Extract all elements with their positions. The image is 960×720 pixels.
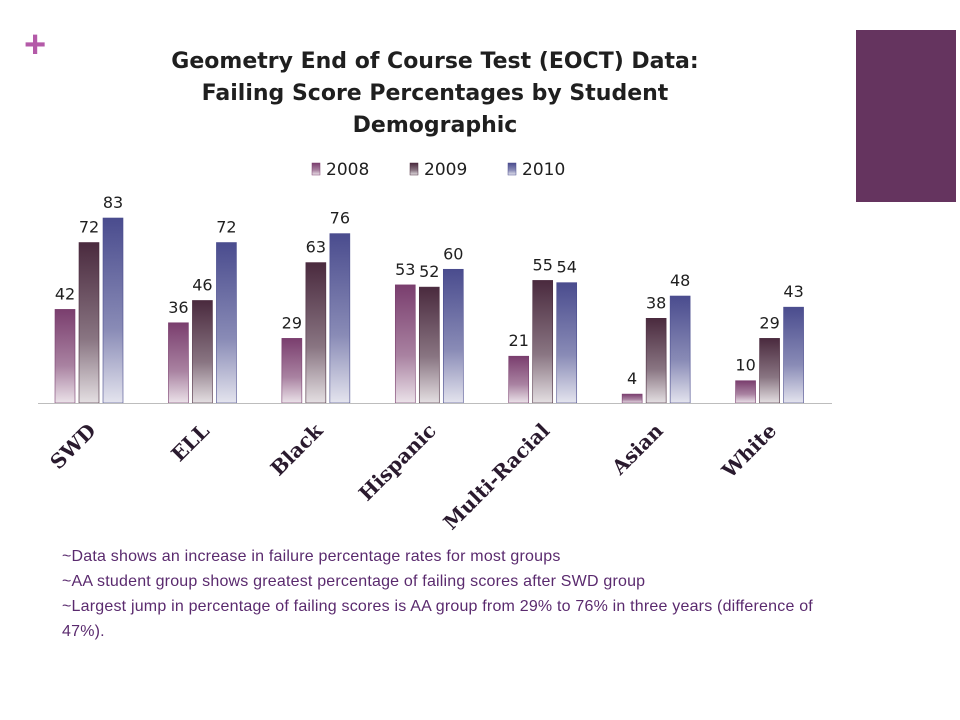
data-label-multi-racial-2008: 21 [509, 331, 529, 350]
data-label-ell-2009: 46 [192, 275, 212, 294]
chart-title-line-1: Geometry End of Course Test (EOCT) Data: [171, 49, 699, 74]
accent-bar [856, 30, 956, 202]
bar-hispanic-2009 [418, 286, 440, 404]
bar-asian-2010 [669, 295, 691, 404]
legend-label-2010: 2010 [522, 160, 565, 180]
x-tick-black: Black [266, 418, 329, 481]
bar-asian-2008 [621, 393, 643, 404]
chart-title-line-3: Demographic [352, 113, 518, 138]
data-label-black-2010: 76 [330, 209, 350, 228]
bar-multi-racial-2010 [556, 282, 578, 404]
legend: 2008 2009 2010 [311, 160, 565, 180]
chart-title: Geometry End of Course Test (EOCT) Data:… [120, 46, 750, 142]
data-label-ell-2008: 36 [168, 298, 188, 317]
chart-title-line-2: Failing Score Percentages by Student [201, 81, 669, 106]
data-label-white-2009: 29 [759, 313, 779, 332]
x-tick-white: White [716, 419, 781, 484]
x-tick-multi-racial: Multi-Racial [438, 418, 554, 534]
bar-white-2009 [759, 338, 780, 404]
x-tick-hispanic: Hispanic [354, 419, 441, 506]
bar-multi-racial-2008 [508, 355, 530, 404]
data-label-multi-racial-2009: 55 [533, 255, 553, 274]
x-tick-asian: Asian [606, 418, 668, 480]
data-label-black-2009: 63 [306, 238, 326, 257]
bar-asian-2009 [645, 318, 667, 404]
bar-white-2008 [735, 380, 756, 404]
data-label-hispanic-2008: 53 [395, 260, 415, 279]
bar-hispanic-2010 [442, 268, 464, 404]
legend-label-2009: 2009 [424, 160, 467, 180]
x-tick-swd: SWD [45, 419, 100, 474]
bar-swd-2010 [102, 217, 124, 404]
bar-hispanic-2008 [394, 284, 416, 404]
data-label-swd-2009: 72 [79, 218, 99, 237]
note-1: ~Data shows an increase in failure perce… [62, 548, 561, 565]
x-tick-ell: ELL [166, 419, 214, 467]
data-label-black-2008: 29 [282, 313, 302, 332]
data-label-hispanic-2010: 60 [443, 244, 463, 263]
bar-black-2008 [281, 338, 303, 404]
legend-swatch-2010 [507, 162, 517, 176]
bar-swd-2009 [78, 242, 100, 404]
data-label-ell-2010: 72 [216, 218, 236, 237]
data-label-swd-2008: 42 [55, 284, 75, 303]
data-label-swd-2010: 83 [103, 193, 123, 212]
data-label-white-2010: 43 [783, 282, 803, 301]
note-3: ~Largest jump in percentage of failing s… [62, 598, 813, 640]
bar-ell-2009 [192, 300, 213, 404]
bar-swd-2008 [54, 309, 76, 404]
note-2: ~AA student group shows greatest percent… [62, 573, 646, 590]
legend-swatch-2008 [311, 162, 321, 176]
data-label-white-2008: 10 [735, 356, 755, 375]
bar-white-2010 [783, 306, 804, 404]
bar-ell-2008 [168, 322, 189, 404]
data-label-asian-2008: 4 [627, 369, 637, 388]
bar-black-2009 [305, 262, 327, 404]
bar-ell-2010 [216, 242, 237, 404]
data-label-asian-2010: 48 [670, 271, 690, 290]
legend-swatch-2009 [409, 162, 419, 176]
legend-label-2008: 2008 [326, 160, 369, 180]
bar-black-2010 [329, 233, 351, 404]
bar-multi-racial-2009 [532, 280, 554, 404]
plus-mark: + [24, 24, 47, 66]
data-label-multi-racial-2010: 54 [557, 258, 577, 277]
notes: ~Data shows an increase in failure perce… [62, 544, 842, 644]
data-label-hispanic-2009: 52 [419, 262, 439, 281]
data-label-asian-2009: 38 [646, 293, 666, 312]
